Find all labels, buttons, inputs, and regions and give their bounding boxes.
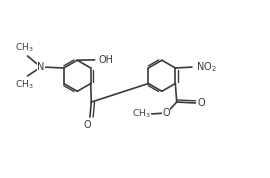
Text: CH$_3$: CH$_3$ (15, 78, 34, 91)
Text: CH$_3$: CH$_3$ (132, 108, 150, 120)
Text: OH: OH (99, 55, 114, 65)
Text: O: O (83, 120, 91, 130)
Text: O: O (162, 108, 170, 118)
Text: N: N (37, 62, 45, 72)
Text: CH$_3$: CH$_3$ (15, 41, 34, 54)
Text: O: O (198, 98, 205, 108)
Text: NO$_2$: NO$_2$ (196, 60, 217, 74)
